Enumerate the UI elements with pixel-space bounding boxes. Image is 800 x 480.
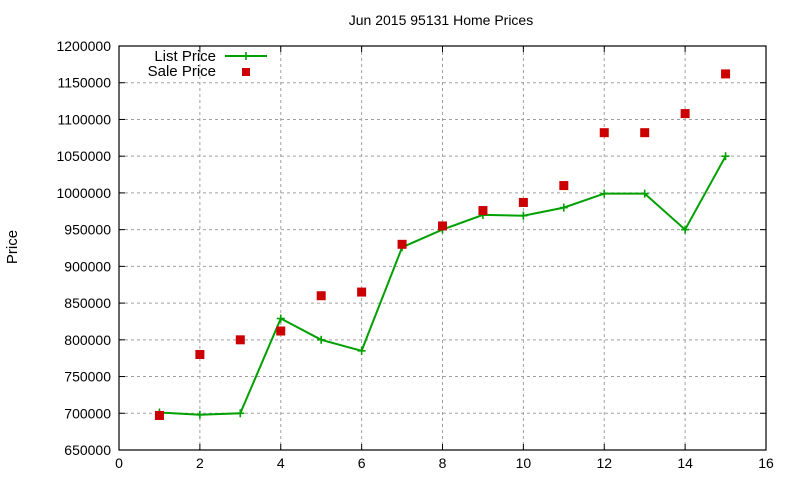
x-tick-label: 4 bbox=[277, 455, 285, 471]
list-price-point-plus-icon bbox=[600, 189, 609, 198]
sale-price-point-square-icon bbox=[195, 350, 205, 360]
list-price-point-plus-icon bbox=[681, 225, 690, 234]
list-price-point-plus-icon bbox=[721, 152, 730, 161]
sale-price-point-square-icon bbox=[518, 197, 528, 207]
list-price-point-plus-icon bbox=[519, 211, 528, 220]
y-tick-label: 1200000 bbox=[56, 38, 111, 54]
y-tick-label: 950000 bbox=[64, 222, 111, 238]
sale-price-point-square-icon bbox=[478, 206, 488, 216]
sale-price-point-square-icon bbox=[438, 221, 447, 231]
chart-title: Jun 2015 95131 Home Prices bbox=[349, 12, 533, 28]
sale-price-point-square-icon bbox=[397, 239, 407, 249]
y-tick-label: 1000000 bbox=[56, 185, 111, 201]
sale-price-point-square-icon bbox=[559, 181, 569, 191]
list-price-point-plus-icon bbox=[276, 314, 285, 323]
y-tick-label: 1050000 bbox=[56, 148, 111, 164]
list-price-point-plus-icon bbox=[640, 189, 649, 198]
y-tick-label: 850000 bbox=[64, 295, 111, 311]
sale-price-series bbox=[154, 69, 731, 420]
x-tick-label: 0 bbox=[115, 455, 123, 471]
sale-price-point-square-icon bbox=[154, 410, 164, 420]
y-tick-label: 650000 bbox=[64, 442, 111, 458]
sale-price-point-square-icon bbox=[316, 291, 326, 301]
plot-frame bbox=[118, 45, 767, 451]
legend-label-sale-price: Sale Price bbox=[148, 63, 216, 80]
legend-label-list-price: List Price bbox=[154, 48, 216, 65]
x-tick-label: 8 bbox=[439, 455, 447, 471]
x-tick-label: 14 bbox=[677, 455, 693, 471]
x-tick-label: 16 bbox=[758, 455, 774, 471]
y-tick-label: 1100000 bbox=[58, 111, 112, 127]
y-tick-label: 750000 bbox=[64, 369, 111, 385]
list-price-point-plus-icon bbox=[357, 346, 366, 355]
sale-price-point-square-icon bbox=[680, 109, 690, 119]
list-price-point-plus-icon bbox=[317, 335, 326, 344]
legend: List Price Sale Price bbox=[148, 48, 267, 80]
sale-price-point-square-icon bbox=[640, 128, 650, 138]
y-axis-ticks: 650000 700000 750000 800000 850000 900000 9500… bbox=[56, 38, 766, 458]
x-tick-label: 12 bbox=[596, 455, 612, 471]
y-axis-label: Price bbox=[4, 230, 21, 264]
sale-price-point-square-icon bbox=[599, 128, 609, 138]
y-tick-label: 800000 bbox=[64, 332, 111, 348]
x-axis-ticks: 0 2 4 6 8 10 12 14 16 bbox=[115, 46, 774, 471]
grid-lines bbox=[119, 46, 766, 450]
y-tick-label: 1150000 bbox=[58, 75, 112, 91]
y-tick-label: 900000 bbox=[64, 258, 111, 274]
list-price-point-plus-icon bbox=[559, 203, 568, 212]
list-price-point-plus-icon bbox=[236, 409, 245, 418]
y-tick-label: 700000 bbox=[64, 405, 111, 421]
sale-price-point-square-icon bbox=[721, 69, 731, 79]
legend-square-marker-icon bbox=[242, 68, 250, 76]
x-tick-label: 10 bbox=[516, 455, 532, 471]
list-price-line bbox=[159, 155, 727, 416]
sale-price-point-square-icon bbox=[357, 287, 367, 297]
x-tick-label: 6 bbox=[358, 455, 366, 471]
list-price-point-plus-icon bbox=[195, 410, 204, 419]
sale-price-point-square-icon bbox=[235, 335, 245, 345]
x-tick-label: 2 bbox=[196, 455, 204, 471]
sale-price-point-square-icon bbox=[276, 326, 286, 336]
